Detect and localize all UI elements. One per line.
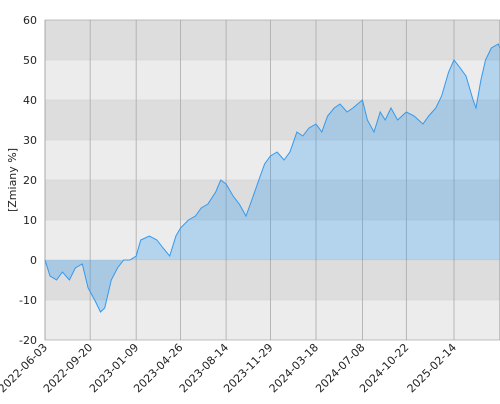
grid-band [45, 20, 500, 60]
y-tick-label: -10 [19, 294, 37, 307]
grid-band [45, 220, 500, 260]
line [44, 43, 500, 313]
area [45, 44, 500, 312]
grid-band [45, 300, 500, 340]
y-tick-label: 60 [23, 14, 37, 27]
y-tick-label: 20 [23, 174, 37, 187]
y-tick-label: 30 [23, 134, 37, 147]
grid-band [45, 60, 500, 100]
y-tick-label: 0 [30, 254, 37, 267]
y-tick-label: 50 [23, 54, 37, 67]
grid-band [45, 140, 500, 180]
grid-band [45, 100, 500, 140]
y-tick-label: 40 [23, 94, 37, 107]
grid-band [45, 180, 500, 220]
grid-band [45, 260, 500, 300]
y-axis-label: [Zmiany %] [6, 148, 19, 212]
x-tick-label: 2025-02-14 [405, 341, 459, 395]
y-tick-label: -20 [19, 334, 37, 347]
y-tick-label: 10 [23, 214, 37, 227]
